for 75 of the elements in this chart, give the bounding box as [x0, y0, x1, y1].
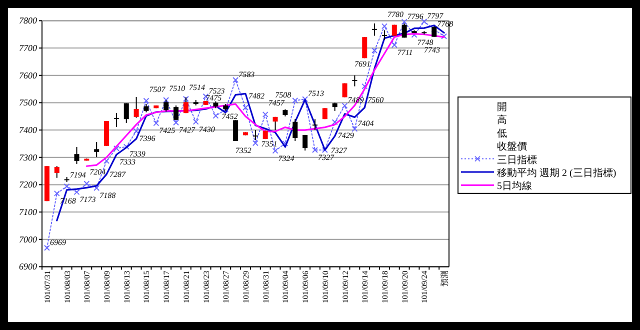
y-tick-label: 7400 [19, 125, 38, 136]
y-tick-label: 7600 [19, 70, 38, 80]
text: 低 [497, 128, 507, 140]
data-label: 7287 [110, 170, 127, 179]
x-tick-label: 101/09/04 [281, 270, 290, 304]
legend-label: 移動平均 週期 2 (三日指標) [497, 167, 616, 179]
x-tick-label: 101/09/06 [301, 270, 310, 304]
y-tick-label: 7700 [19, 43, 38, 54]
data-label: 7796 [407, 12, 424, 21]
x-tick-label: 101/09/14 [360, 270, 370, 304]
data-label: 7429 [338, 131, 354, 140]
x-tick-label: 101/09/20 [400, 270, 410, 304]
data-label: 7333 [119, 157, 136, 166]
y-tick-label: 7000 [19, 234, 38, 244]
data-label: 7711 [397, 48, 413, 58]
data-label: 7339 [129, 150, 146, 159]
data-label: 7507 [149, 84, 166, 94]
text: 高 [497, 115, 507, 126]
data-label: 7427 [179, 126, 196, 135]
x-tick-label: 101/09/10 [320, 270, 330, 304]
y-tick-label: 7300 [19, 152, 38, 162]
data-label: 7188 [100, 190, 116, 200]
x-tick-label: 101/08/13 [122, 270, 132, 304]
data-label: 7404 [358, 118, 374, 128]
data-label: 7691 [354, 59, 371, 68]
x-tick-label: 預測 [440, 270, 450, 287]
legend-label: 5日均線 [497, 180, 532, 192]
data-label: 7523 [208, 86, 225, 96]
text: 開 [497, 102, 507, 113]
data-label: 7780 [387, 10, 404, 20]
x-tick-label: 101/08/15 [142, 270, 152, 304]
data-label: 7510 [169, 84, 186, 93]
data-label: 7351 [261, 139, 278, 148]
data-label: 7508 [275, 90, 292, 100]
x-tick-label: 101/09/12 [340, 270, 350, 304]
y-tick-label: 6900 [19, 262, 38, 272]
data-label: 7743 [424, 45, 440, 54]
data-label: 7748 [417, 38, 434, 47]
data-label: 7327 [330, 146, 348, 155]
x-tick-label: 101/08/31 [261, 270, 270, 304]
x-tick-label: 101/07/31 [42, 270, 52, 304]
legend-label: 三日指標 [497, 154, 537, 166]
x-tick-label: 101/08/03 [62, 270, 72, 304]
data-label: 7204 [90, 168, 106, 177]
data-label: 7513 [308, 89, 324, 98]
x-tick-label: 101/08/09 [102, 270, 112, 304]
data-label: 7194 [70, 170, 86, 180]
data-label: 7797 [427, 12, 444, 21]
text: 收盤價 [497, 142, 527, 153]
x-tick-label: 101/09/24 [420, 270, 430, 304]
x-tick-label: 101/08/21 [182, 270, 191, 304]
y-tick-label: 7800 [19, 16, 38, 26]
x-tick-label: 101/08/17 [162, 270, 172, 304]
data-label: 7324 [278, 154, 294, 163]
data-label: 7352 [235, 146, 252, 156]
y-tick-label: 7200 [19, 180, 38, 190]
data-label: 7514 [188, 82, 205, 92]
y-tick-label: 7100 [19, 207, 38, 218]
data-label: 7430 [198, 124, 215, 134]
data-label: 7452 [222, 112, 238, 121]
data-label: 7583 [238, 70, 255, 80]
x-tick-label: 101/09/18 [380, 270, 390, 304]
data-label: 7173 [80, 195, 96, 204]
x-tick-label: 101/08/07 [82, 270, 92, 304]
data-label: 7560 [368, 95, 384, 104]
x-tick-label: 101/08/23 [202, 270, 211, 304]
y-tick-label: 7500 [19, 98, 38, 108]
data-label: 7457 [268, 98, 286, 108]
x-tick-label: 101/08/29 [242, 270, 250, 304]
data-label: 7482 [248, 92, 264, 101]
data-label: 7327 [318, 152, 335, 162]
x-tick-label: 101/08/27 [222, 270, 231, 304]
data-label: 6969 [50, 238, 66, 247]
data-label: 7425 [159, 126, 176, 136]
data-label: 7396 [139, 134, 156, 144]
